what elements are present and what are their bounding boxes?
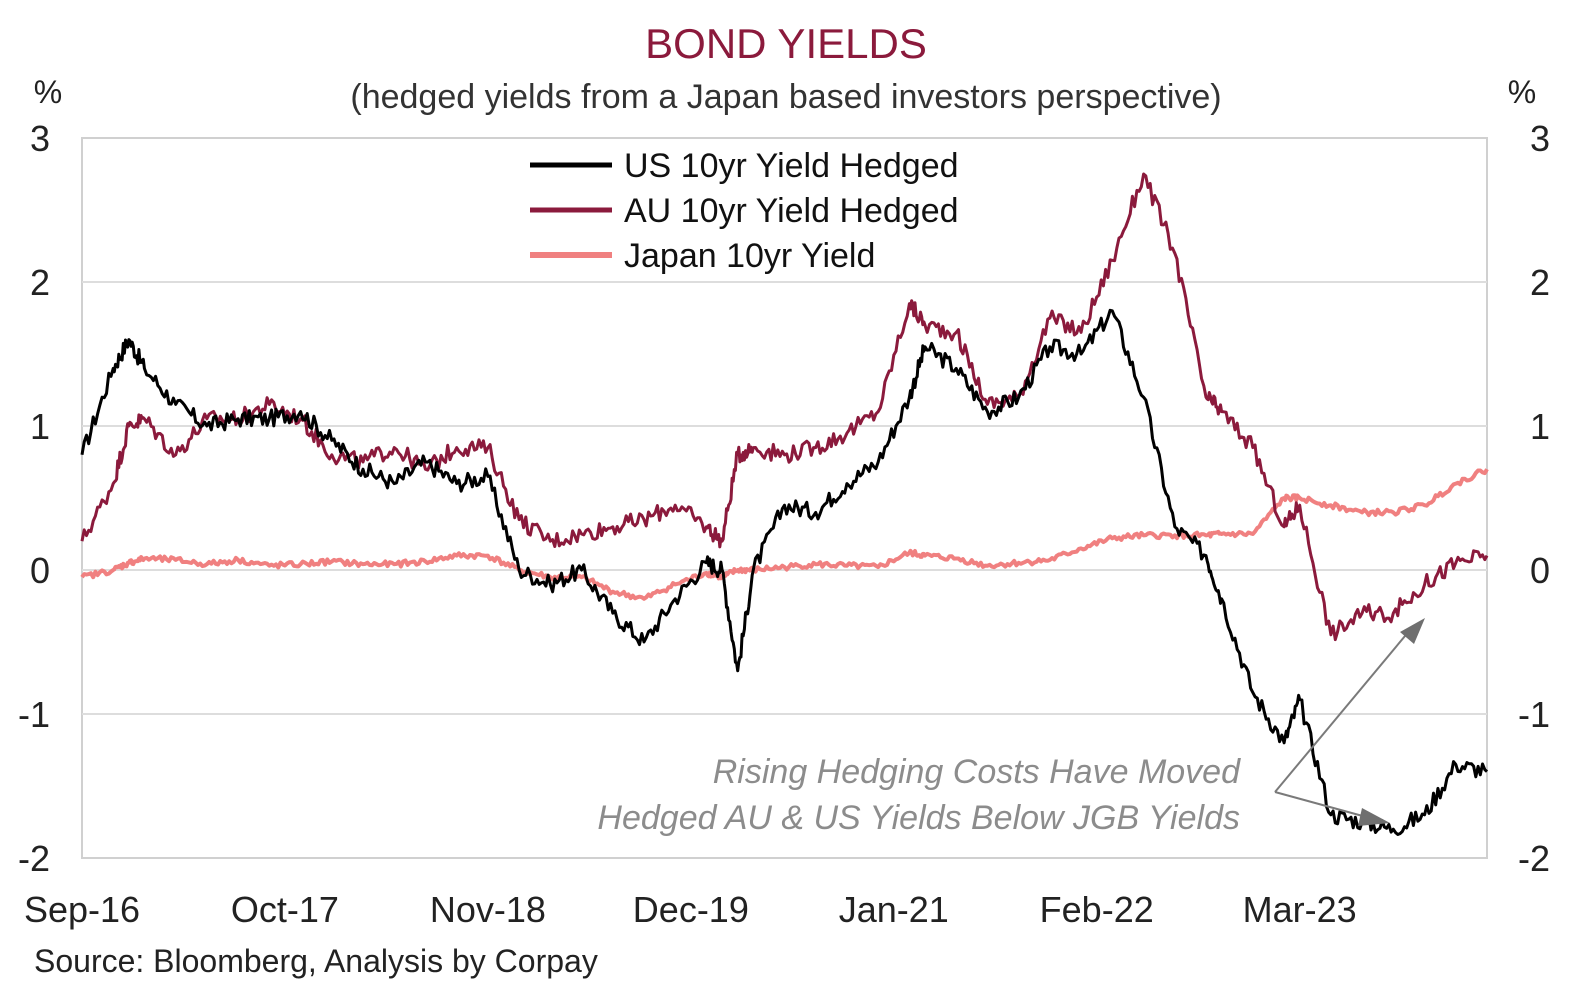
annotation: Rising Hedging Costs Have Moved Hedged A… — [597, 618, 1425, 837]
gridlines — [82, 281, 1487, 715]
x-tick-label: Mar-23 — [1243, 889, 1357, 930]
y-tick-label-right: 0 — [1530, 550, 1550, 591]
series-line-au — [80, 172, 1489, 642]
y-tick-label-left: 3 — [30, 118, 50, 159]
y-tick-label-right: 1 — [1530, 406, 1550, 447]
x-tick-label: Sep-16 — [24, 889, 140, 930]
annotation-arrowhead-au — [1400, 618, 1425, 644]
x-tick-label: Dec-19 — [633, 889, 749, 930]
y-ticks-right: 3 2 1 0 -1 -2 — [1518, 118, 1550, 879]
legend-label-au: AU 10yr Yield Hedged — [624, 192, 959, 230]
legend: US 10yr Yield Hedged AU 10yr Yield Hedge… — [530, 147, 959, 275]
legend-label-us: US 10yr Yield Hedged — [624, 147, 959, 185]
legend-label-jp: Japan 10yr Yield — [624, 237, 875, 275]
x-tick-label: Oct-17 — [231, 889, 339, 930]
series-line-us — [80, 308, 1489, 836]
y-tick-label-left: 2 — [30, 262, 50, 303]
y-ticks-left: 3 2 1 0 -1 -2 — [18, 118, 50, 879]
y-tick-label-right: 3 — [1530, 118, 1550, 159]
chart-subtitle: (hedged yields from a Japan based invest… — [350, 78, 1221, 116]
y-axis-label-right: % — [1508, 74, 1536, 110]
y-tick-label-left: -2 — [18, 838, 50, 879]
y-tick-label-right: -2 — [1518, 838, 1550, 879]
series-lines — [80, 172, 1489, 836]
x-tick-label: Jan-21 — [839, 889, 949, 930]
annotation-arrowhead-us — [1358, 808, 1390, 826]
series-line-jp — [80, 468, 1489, 601]
y-tick-label-right: -1 — [1518, 694, 1550, 735]
y-tick-label-right: 2 — [1530, 262, 1550, 303]
chart-title: BOND YIELDS — [645, 20, 927, 67]
annotation-arrow-us — [1274, 791, 1371, 819]
x-ticks: Sep-16 Oct-17 Nov-18 Dec-19 Jan-21 Feb-22 Mar-… — [24, 889, 1357, 930]
y-tick-label-left: -1 — [18, 694, 50, 735]
source-note: Source: Bloomberg, Analysis by Corpay — [34, 943, 598, 979]
annotation-line-1: Rising Hedging Costs Have Moved — [713, 753, 1241, 791]
y-tick-label-left: 0 — [30, 550, 50, 591]
x-tick-label: Feb-22 — [1040, 889, 1154, 930]
plot-area — [81, 137, 1488, 859]
y-tick-label-left: 1 — [30, 406, 50, 447]
x-tick-label: Nov-18 — [430, 889, 546, 930]
annotation-arrow-au — [1274, 629, 1411, 793]
y-axis-label-left: % — [34, 74, 62, 110]
annotation-line-2: Hedged AU & US Yields Below JGB Yields — [597, 799, 1240, 837]
